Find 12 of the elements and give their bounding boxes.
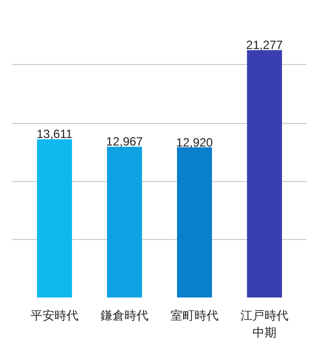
bar <box>107 146 142 298</box>
x-tick-label: 平安時代 <box>30 308 78 322</box>
bar <box>177 147 212 298</box>
bar <box>37 139 72 298</box>
data-label: 12,920 <box>176 135 214 150</box>
data-label: 13,611 <box>36 127 73 142</box>
bar <box>247 50 282 298</box>
x-tick-label: 鎌倉時代 <box>100 308 148 322</box>
x-tick-label: 室町時代 <box>170 308 218 322</box>
x-tick-label: 江戸時代中期 <box>240 308 288 340</box>
data-label: 12,967 <box>106 134 144 149</box>
data-label: 21,277 <box>246 38 284 52</box>
